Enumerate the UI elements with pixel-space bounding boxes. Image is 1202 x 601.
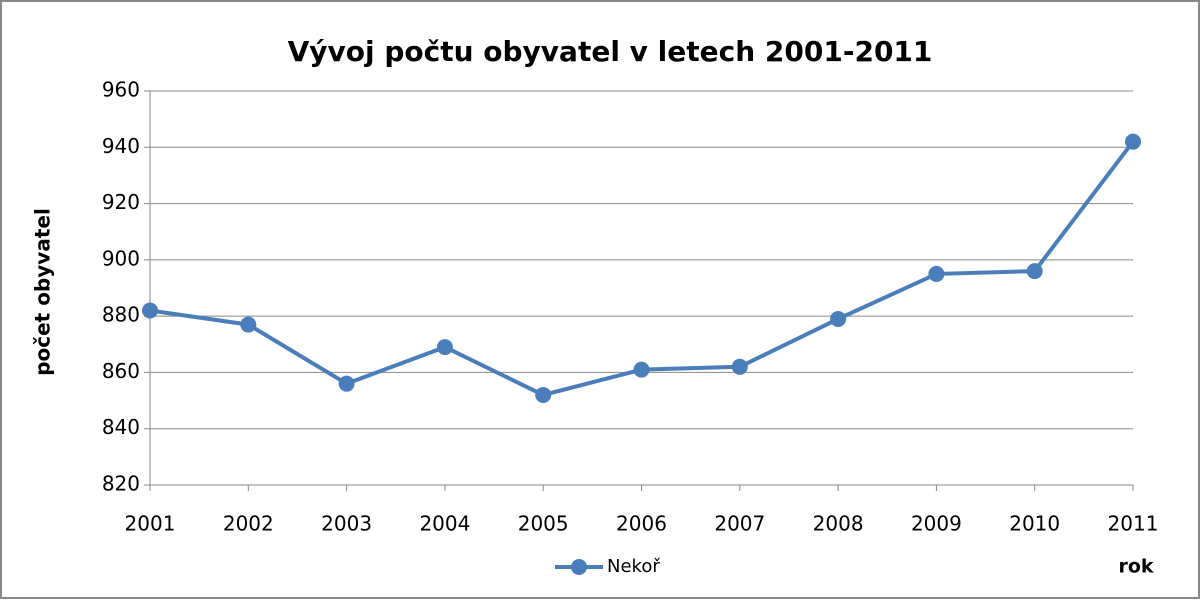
y-tick-label: 920	[102, 190, 140, 214]
x-tick-label: 2005	[518, 512, 569, 536]
x-tick-label: 2004	[419, 512, 470, 536]
y-axis-label: počet obyvatel	[31, 208, 55, 376]
x-tick-label: 2001	[125, 512, 176, 536]
x-tick-label: 2009	[911, 512, 962, 536]
x-tick-label: 2011	[1108, 512, 1159, 536]
x-tick-label: 2010	[1009, 512, 1060, 536]
y-tick-label: 900	[102, 246, 140, 270]
y-tick-label: 960	[102, 78, 140, 102]
y-tick-label: 940	[102, 134, 140, 158]
x-tick-label: 2003	[321, 512, 372, 536]
x-tick-label: 2007	[714, 512, 765, 536]
data-point	[928, 265, 945, 282]
y-tick-label: 860	[102, 359, 140, 383]
data-point	[1026, 263, 1043, 280]
data-point	[142, 302, 158, 319]
x-tick-label: 2002	[223, 512, 274, 536]
y-tick-label: 820	[102, 472, 140, 496]
x-tick-label: 2006	[616, 512, 667, 536]
y-tick-label: 880	[102, 303, 140, 327]
data-point	[535, 386, 552, 403]
x-axis-label: rok	[1118, 556, 1153, 578]
data-point	[830, 310, 847, 327]
data-point	[240, 316, 257, 333]
legend-label: Nekoř	[607, 556, 660, 577]
data-point	[338, 375, 355, 392]
data-point	[731, 358, 748, 375]
legend-marker	[571, 559, 587, 575]
y-tick-label: 840	[102, 415, 140, 439]
data-point	[1125, 133, 1141, 150]
x-tick-label: 2008	[813, 512, 864, 536]
chart-title: Vývoj počtu obyvatel v letech 2001-2011	[288, 35, 933, 68]
data-point	[436, 339, 453, 356]
data-point	[633, 361, 650, 378]
